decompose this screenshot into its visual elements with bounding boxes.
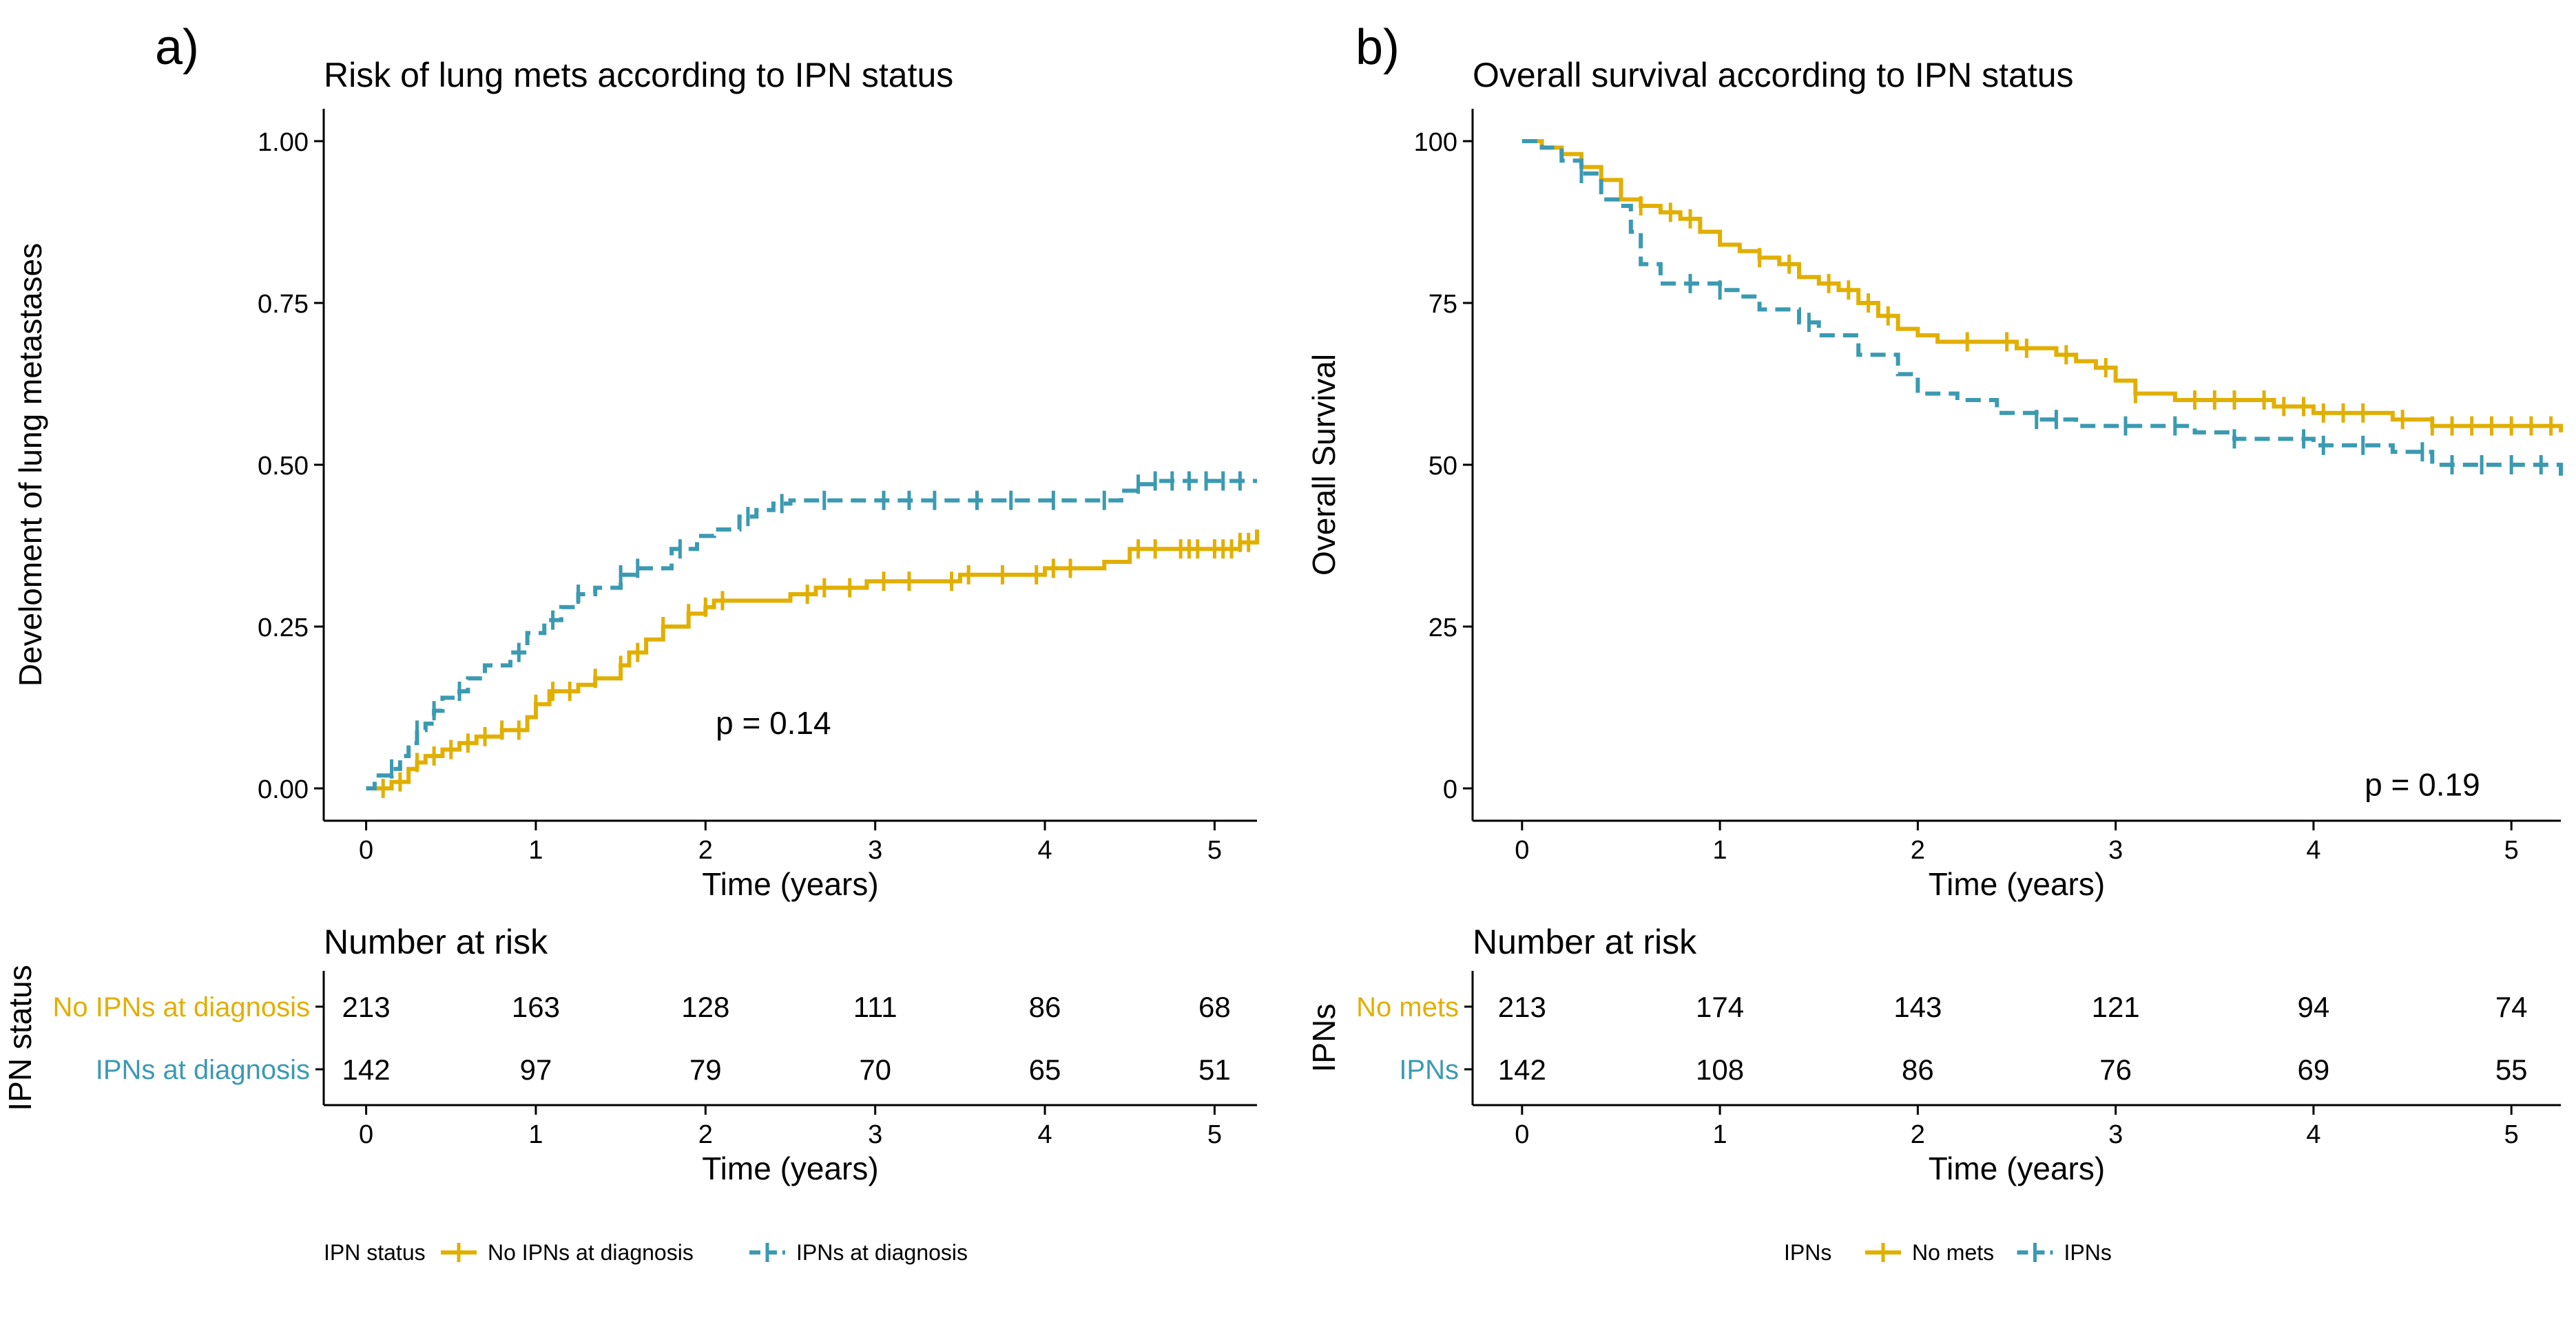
risk-x-tick-label: 3 — [868, 1120, 882, 1149]
risk-count: 55 — [2495, 1053, 2528, 1086]
x-tick-label: 4 — [1037, 836, 1052, 865]
y-tick-label: 0.00 — [258, 775, 309, 804]
risk-count: 213 — [342, 991, 391, 1023]
risk-x-tick-label: 4 — [2306, 1120, 2320, 1149]
y-tick-label: 0.75 — [258, 290, 309, 319]
risk-count: 86 — [1902, 1053, 1934, 1086]
risk-count: 70 — [859, 1053, 891, 1086]
risk-x-tick-label: 1 — [528, 1120, 543, 1149]
risk-count: 97 — [520, 1053, 552, 1086]
y-axis-title: Overall Survival — [1306, 354, 1342, 576]
x-tick-label: 1 — [528, 836, 543, 865]
risk-count: 68 — [1198, 991, 1231, 1023]
x-tick-label: 0 — [1515, 836, 1529, 865]
legend-item-label: No mets — [1912, 1240, 1994, 1265]
risk-row-label: No IPNs at diagnosis — [52, 992, 310, 1022]
risk-row-label: IPNs — [1399, 1055, 1459, 1085]
risk-table-y-title: IPN status — [2, 965, 38, 1111]
y-tick-label: 50 — [1429, 452, 1457, 481]
risk-count: 142 — [1498, 1053, 1546, 1086]
panel-label: b) — [1355, 20, 1400, 75]
series-line-2 — [1521, 139, 2563, 478]
risk-x-tick-label: 2 — [1911, 1120, 1925, 1149]
risk-count: 69 — [2298, 1053, 2330, 1086]
risk-count: 65 — [1029, 1053, 1061, 1086]
risk-x-tick-label: 2 — [698, 1120, 713, 1149]
risk-table-x-title: Time (years) — [702, 1151, 878, 1186]
y-tick-label: 0 — [1443, 775, 1457, 804]
x-axis-title: Time (years) — [702, 866, 878, 902]
risk-count: 174 — [1696, 991, 1744, 1023]
risk-count: 111 — [853, 991, 897, 1023]
series-line-2 — [366, 479, 1257, 790]
y-tick-label: 0.25 — [258, 613, 309, 642]
risk-count: 51 — [1198, 1053, 1231, 1086]
x-axis-title: Time (years) — [1929, 866, 2105, 902]
chart-title: Risk of lung mets according to IPN statu… — [324, 56, 953, 94]
risk-count: 74 — [2495, 991, 2528, 1023]
y-tick-label: 100 — [1414, 128, 1457, 157]
risk-count: 76 — [2099, 1053, 2132, 1086]
risk-table-y-title: IPNs — [1306, 1004, 1342, 1073]
risk-count: 94 — [2298, 991, 2330, 1023]
x-tick-label: 3 — [868, 836, 882, 865]
x-tick-label: 1 — [1713, 836, 1727, 865]
x-tick-label: 2 — [698, 836, 713, 865]
risk-count: 121 — [2092, 991, 2140, 1023]
risk-count: 86 — [1029, 991, 1061, 1023]
risk-count: 213 — [1498, 991, 1546, 1023]
risk-row-label: No mets — [1356, 992, 1459, 1022]
risk-x-tick-label: 0 — [359, 1120, 373, 1149]
y-tick-label: 25 — [1429, 613, 1457, 642]
risk-x-tick-label: 3 — [2108, 1120, 2123, 1149]
risk-x-tick-label: 0 — [1515, 1120, 1529, 1149]
legend-title: IPNs — [1784, 1240, 1831, 1265]
x-tick-label: 2 — [1911, 836, 1925, 865]
risk-count: 128 — [681, 991, 729, 1023]
risk-count: 163 — [512, 991, 560, 1023]
risk-table-title: Number at risk — [324, 923, 548, 961]
p-value-annotation: p = 0.19 — [2365, 766, 2480, 802]
legend-title: IPN status — [324, 1240, 426, 1265]
x-tick-label: 5 — [2504, 836, 2519, 865]
x-tick-label: 3 — [2108, 836, 2123, 865]
x-tick-label: 0 — [359, 836, 373, 865]
legend-item-label: IPNs — [2064, 1240, 2112, 1265]
risk-count: 79 — [689, 1053, 722, 1086]
y-axis-title: Develoment of lung metastases — [12, 243, 48, 686]
risk-row-label: IPNs at diagnosis — [96, 1055, 310, 1085]
series-line-1 — [366, 529, 1259, 790]
risk-count: 108 — [1696, 1053, 1744, 1086]
risk-count: 143 — [1893, 991, 1942, 1023]
chart-title: Overall survival according to IPN status — [1473, 56, 2074, 94]
risk-count: 142 — [342, 1053, 391, 1086]
x-tick-label: 4 — [2306, 836, 2320, 865]
x-tick-label: 5 — [1207, 836, 1222, 865]
risk-x-tick-label: 1 — [1713, 1120, 1727, 1149]
risk-x-tick-label: 5 — [1207, 1120, 1222, 1149]
risk-x-tick-label: 4 — [1037, 1120, 1052, 1149]
legend-item-label: IPNs at diagnosis — [796, 1240, 968, 1265]
risk-table-x-title: Time (years) — [1929, 1151, 2105, 1186]
y-tick-label: 75 — [1429, 290, 1457, 319]
p-value-annotation: p = 0.14 — [716, 705, 831, 741]
legend-item-label: No IPNs at diagnosis — [488, 1240, 694, 1265]
risk-x-tick-label: 5 — [2504, 1120, 2519, 1149]
y-tick-label: 1.00 — [258, 128, 309, 157]
risk-table-title: Number at risk — [1473, 923, 1697, 961]
panel-label: a) — [155, 20, 199, 75]
y-tick-label: 0.50 — [258, 452, 309, 481]
